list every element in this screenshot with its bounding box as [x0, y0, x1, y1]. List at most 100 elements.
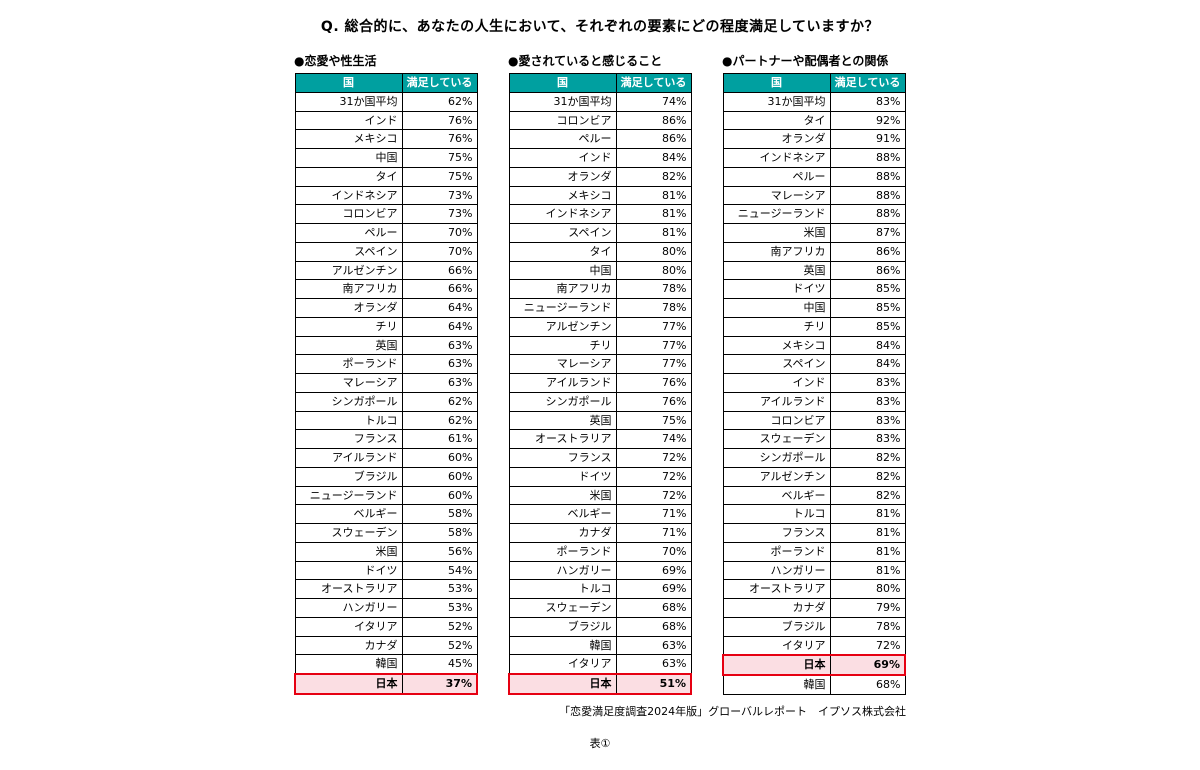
country-cell: 31か国平均 [722, 91, 831, 112]
value-cell: 69% [615, 579, 692, 599]
country-cell: アルゼンチン [294, 260, 403, 281]
value-cell: 52% [401, 616, 478, 637]
country-cell: アルゼンチン [722, 466, 831, 487]
table-row: インドネシア 73% [294, 185, 478, 206]
table-row: ペルー 86% [508, 129, 692, 149]
value-cell: 56% [401, 541, 478, 562]
table-row: オーストラリア 80% [722, 579, 906, 599]
value-cell: 92% [829, 110, 906, 131]
header-row: 国 満足している [508, 73, 692, 93]
value-cell: 60% [401, 466, 478, 487]
table-row: ポーランド 70% [508, 541, 692, 562]
table-row: ニュージーランド 60% [294, 485, 478, 506]
value-cell: 80% [829, 579, 906, 599]
value-cell: 91% [829, 129, 906, 149]
table-row: ハンガリー 81% [722, 560, 906, 581]
table-row: 韓国 63% [508, 635, 692, 656]
value-cell: 72% [615, 485, 692, 506]
table-row: スウェーデン 68% [508, 598, 692, 618]
country-cell: 南アフリカ [508, 279, 617, 299]
page-title: Q. 総合的に、あなたの人生において、それぞれの要素にどの程度満足していますか？ [320, 19, 880, 35]
table-row: ハンガリー 69% [508, 560, 692, 581]
value-cell: 53% [401, 579, 478, 599]
value-cell: 88% [829, 166, 906, 187]
country-cell: マレーシア [722, 185, 831, 206]
table-row: 中国 85% [722, 298, 906, 318]
value-cell: 70% [615, 541, 692, 562]
country-cell: イタリア [722, 635, 831, 656]
country-cell: アイルランド [294, 448, 403, 468]
data-table: 国 満足している 31か国平均 62% インド 76% メキシコ 76% 中国 75% タイ 75… [294, 73, 478, 695]
value-cell: 77% [615, 354, 692, 374]
table-row: インド 83% [722, 373, 906, 393]
table-title: ●恋愛や性生活 [294, 54, 377, 68]
value-cell: 71% [615, 504, 692, 524]
value-cell: 63% [615, 654, 692, 675]
table-row: 英国 86% [722, 260, 906, 281]
country-cell: 日本 [294, 673, 403, 695]
country-cell: アイルランド [508, 373, 617, 393]
value-cell: 81% [829, 523, 906, 543]
value-cell: 81% [615, 223, 692, 243]
value-cell: 70% [401, 241, 478, 262]
country-cell: ベルギー [508, 504, 617, 524]
value-cell: 58% [401, 504, 478, 524]
value-cell: 82% [615, 166, 692, 187]
table-body: 31か国平均 62% インド 76% メキシコ 76% 中国 75% タイ 75% インドネシア 73… [294, 91, 478, 695]
value-cell: 45% [401, 654, 478, 675]
country-cell: スウェーデン [722, 429, 831, 449]
country-cell: イタリア [508, 654, 617, 675]
value-cell: 84% [829, 335, 906, 356]
table-caption: 表① [589, 736, 611, 750]
country-cell: シンガポール [294, 391, 403, 412]
table-row: インド 84% [508, 148, 692, 168]
country-cell: メキシコ [294, 129, 403, 149]
table-row: インドネシア 88% [722, 148, 906, 168]
country-cell: トルコ [508, 579, 617, 599]
table-row: 31か国平均 74% [508, 91, 692, 112]
table-row: カナダ 71% [508, 523, 692, 543]
value-cell: 75% [615, 410, 692, 431]
country-cell: インド [508, 148, 617, 168]
table-row: メキシコ 84% [722, 335, 906, 356]
table-row: ポーランド 63% [294, 354, 478, 374]
table-row: 31か国平均 83% [722, 91, 906, 112]
country-cell: イタリア [294, 616, 403, 637]
country-cell: ドイツ [722, 279, 831, 299]
country-cell: チリ [294, 316, 403, 337]
table-row: ベルギー 58% [294, 504, 478, 524]
value-cell: 81% [615, 185, 692, 206]
table-row: スペイン 81% [508, 223, 692, 243]
value-cell: 70% [401, 223, 478, 243]
country-cell: カナダ [722, 598, 831, 618]
table-row: カナダ 79% [722, 598, 906, 618]
country-cell: ペルー [294, 223, 403, 243]
table-row: ドイツ 54% [294, 560, 478, 581]
value-cell: 81% [829, 541, 906, 562]
country-cell: ニュージーランド [508, 298, 617, 318]
table-row: タイ 92% [722, 110, 906, 131]
table-row: トルコ 69% [508, 579, 692, 599]
country-cell: ドイツ [508, 466, 617, 487]
value-cell: 83% [829, 429, 906, 449]
table-row: フランス 61% [294, 429, 478, 449]
country-cell: ペルー [508, 129, 617, 149]
country-cell: オーストラリア [294, 579, 403, 599]
table-row: ポーランド 81% [722, 541, 906, 562]
value-cell: 63% [615, 635, 692, 656]
table-row: アイルランド 83% [722, 391, 906, 412]
country-column-header: 国 [294, 73, 403, 93]
table-row: スウェーデン 58% [294, 523, 478, 543]
country-cell: フランス [294, 429, 403, 449]
table-row: オーストラリア 74% [508, 429, 692, 449]
country-cell: 米国 [722, 223, 831, 243]
country-cell: 南アフリカ [294, 279, 403, 299]
country-cell: ハンガリー [294, 598, 403, 618]
table-row: 英国 75% [508, 410, 692, 431]
country-cell: アルゼンチン [508, 316, 617, 337]
country-cell: 日本 [722, 654, 831, 676]
table-row: オランダ 64% [294, 298, 478, 318]
table-row: 31か国平均 62% [294, 91, 478, 112]
country-cell: ポーランド [722, 541, 831, 562]
value-cell: 81% [829, 504, 906, 524]
